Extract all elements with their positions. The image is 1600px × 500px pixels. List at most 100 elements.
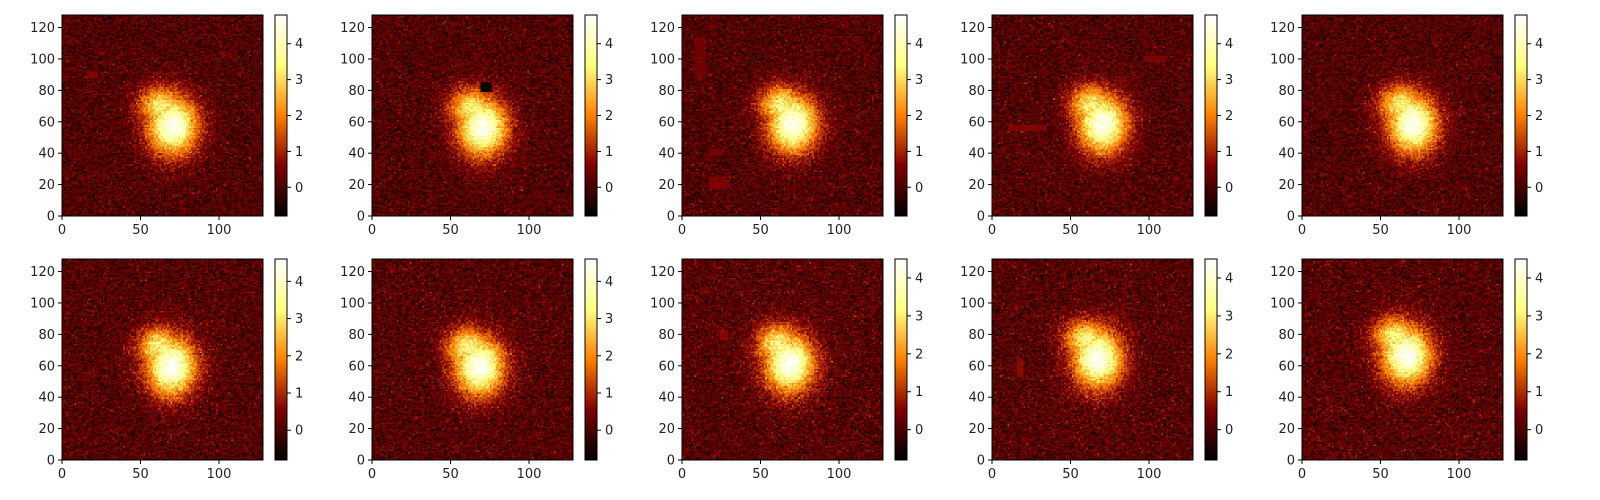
x-tick-label: 50 <box>1062 467 1079 482</box>
colorbar <box>275 15 287 216</box>
y-tick-label: 40 <box>1278 391 1295 406</box>
x-tick-label: 0 <box>678 467 686 482</box>
heatmap-image <box>1302 259 1503 460</box>
colorbar-tick-label: 1 <box>295 387 303 402</box>
colorbar-tick-label: 1 <box>915 385 923 400</box>
x-tick-label: 0 <box>58 467 66 482</box>
colorbar <box>1515 15 1527 216</box>
colorbar-tick-label: 3 <box>605 312 613 327</box>
y-tick-label: 40 <box>658 391 675 406</box>
colorbar-tick-label: 2 <box>915 347 923 362</box>
y-tick-label: 80 <box>1278 328 1295 343</box>
y-tick-label: 40 <box>658 147 675 162</box>
colorbar-tick-label: 3 <box>295 312 303 327</box>
y-tick-label: 120 <box>960 265 985 280</box>
heatmap-panel-1: 0 50 100 0 20 40 60 80 100 120 0 1 2 3 4 <box>30 14 303 238</box>
x-tick-label: 100 <box>207 467 232 482</box>
colorbar-tick-label: 3 <box>1535 309 1543 324</box>
colorbar-tick-label: 2 <box>1225 347 1233 362</box>
y-tick-label: 0 <box>1287 210 1295 225</box>
y-tick-label: 80 <box>658 84 675 99</box>
colorbar-tick-label: 0 <box>915 181 923 196</box>
colorbar-frame <box>1204 258 1218 461</box>
y-tick-label: 0 <box>1287 454 1295 469</box>
colorbar-tick-label: 1 <box>605 145 613 160</box>
axes-frame <box>991 258 1194 461</box>
y-tick-label: 120 <box>340 21 365 36</box>
axes-frame <box>681 14 884 217</box>
x-tick-label: 0 <box>58 223 66 238</box>
y-tick-label: 120 <box>650 21 675 36</box>
colorbar-tick-label: 3 <box>915 73 923 88</box>
colorbar <box>895 259 907 460</box>
y-tick-label: 40 <box>348 147 365 162</box>
y-tick-label: 80 <box>968 84 985 99</box>
colorbar <box>275 259 287 460</box>
y-tick-label: 60 <box>348 359 365 374</box>
colorbar-frame <box>584 258 598 461</box>
y-tick-label: 80 <box>38 84 55 99</box>
x-tick-label: 0 <box>988 467 996 482</box>
y-tick-label: 120 <box>650 265 675 280</box>
y-tick-label: 60 <box>658 115 675 130</box>
y-tick-label: 100 <box>340 52 365 67</box>
y-tick-label: 60 <box>1278 115 1295 130</box>
y-tick-label: 120 <box>340 265 365 280</box>
y-tick-label: 100 <box>30 296 55 311</box>
heatmap-panel-4: 0 50 100 0 20 40 60 80 100 120 0 1 2 3 4 <box>960 14 1233 238</box>
y-tick-label: 40 <box>348 391 365 406</box>
x-tick-label: 100 <box>827 223 852 238</box>
heatmap-image <box>372 15 573 216</box>
colorbar-tick-label: 0 <box>1535 181 1543 196</box>
y-tick-label: 20 <box>348 422 365 437</box>
axes-frame <box>1301 14 1504 217</box>
heatmap-panel-9: 0 50 100 0 20 40 60 80 100 120 0 1 2 3 4 <box>960 258 1233 482</box>
y-tick-label: 20 <box>38 422 55 437</box>
colorbar-tick-label: 2 <box>1535 109 1543 124</box>
colorbar-tick-label: 3 <box>915 309 923 324</box>
x-tick-label: 100 <box>1137 223 1162 238</box>
heatmap-panel-2: 0 50 100 0 20 40 60 80 100 120 0 1 2 3 4 <box>340 14 613 238</box>
x-tick-label: 50 <box>752 223 769 238</box>
colorbar-frame <box>894 258 908 461</box>
colorbar-tick-label: 4 <box>1535 37 1543 52</box>
y-tick-label: 0 <box>47 454 55 469</box>
colorbar-tick-label: 0 <box>295 424 303 439</box>
colorbar-tick-label: 4 <box>1225 271 1233 286</box>
colorbar-tick-label: 3 <box>1225 73 1233 88</box>
x-tick-label: 0 <box>368 467 376 482</box>
colorbar-tick-label: 4 <box>295 37 303 52</box>
colorbar-tick-label: 2 <box>915 109 923 124</box>
heatmap-image <box>992 259 1193 460</box>
colorbar-tick-label: 4 <box>295 275 303 290</box>
colorbar-tick-label: 4 <box>1225 37 1233 52</box>
y-tick-label: 60 <box>658 359 675 374</box>
heatmap-image <box>682 15 883 216</box>
colorbar-frame <box>274 258 288 461</box>
y-tick-label: 0 <box>357 210 365 225</box>
y-tick-label: 100 <box>340 296 365 311</box>
x-tick-label: 100 <box>517 223 542 238</box>
colorbar-tick-label: 3 <box>1225 309 1233 324</box>
axes-frame <box>681 258 884 461</box>
y-tick-label: 100 <box>960 52 985 67</box>
axes-frame <box>61 14 264 217</box>
colorbar-tick-label: 4 <box>915 37 923 52</box>
y-tick-label: 100 <box>1270 52 1295 67</box>
colorbar-tick-label: 0 <box>1225 181 1233 196</box>
y-tick-label: 40 <box>38 147 55 162</box>
colorbar-tick-label: 0 <box>915 423 923 438</box>
y-tick-label: 80 <box>658 328 675 343</box>
heatmap-image <box>992 15 1193 216</box>
colorbar-tick-label: 3 <box>1535 73 1543 88</box>
colorbar-tick-label: 2 <box>295 109 303 124</box>
heatmap-panel-5: 0 50 100 0 20 40 60 80 100 120 0 1 2 3 4 <box>1270 14 1543 238</box>
colorbar-tick-label: 1 <box>295 145 303 160</box>
y-tick-label: 80 <box>968 328 985 343</box>
y-tick-label: 100 <box>960 296 985 311</box>
colorbar-tick-label: 0 <box>295 181 303 196</box>
y-tick-label: 20 <box>348 178 365 193</box>
colorbar-tick-label: 1 <box>1535 385 1543 400</box>
heatmap-image <box>62 259 263 460</box>
colorbar-tick-label: 2 <box>1225 109 1233 124</box>
